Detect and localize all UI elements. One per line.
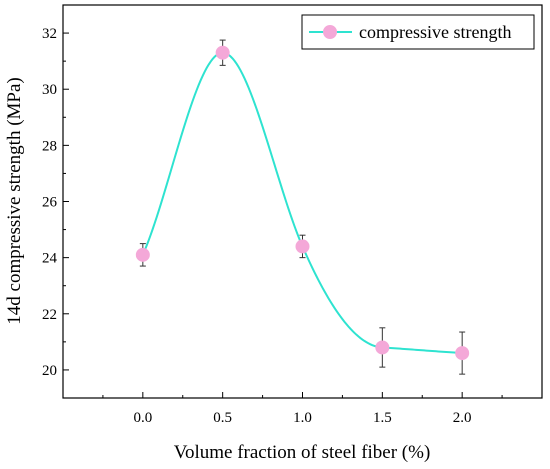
- x-tick-label: 1.5: [373, 410, 392, 426]
- data-markers: [135, 45, 470, 361]
- series-fit-curve: [141, 51, 463, 355]
- legend: compressive strength: [301, 14, 535, 50]
- x-tick-label: 0.0: [133, 410, 152, 426]
- x-tick-label: 1.0: [293, 410, 312, 426]
- x-tick-label: 0.5: [213, 410, 232, 426]
- y-tick-label: 24: [42, 251, 58, 267]
- data-point: [215, 45, 230, 60]
- y-tick-label: 22: [42, 307, 57, 323]
- y-tick-label: 28: [42, 138, 57, 154]
- x-axis-label: Volume fraction of steel fiber (%): [174, 442, 431, 463]
- error-bars: [139, 39, 466, 375]
- y-tick-label: 26: [42, 195, 58, 211]
- data-point: [295, 239, 310, 254]
- data-point: [135, 247, 150, 262]
- y-tick-label: 30: [42, 82, 57, 98]
- y-tick-label: 32: [42, 26, 57, 42]
- x-axis-ticks: 0.0 0.5 1.0 1.5 2.0: [102, 392, 503, 426]
- y-axis-label: 14d compressive strength (MPa): [4, 77, 25, 324]
- legend-label: compressive strength: [359, 22, 511, 42]
- data-point: [455, 346, 470, 361]
- x-tick-label: 2.0: [453, 410, 472, 426]
- y-axis-ticks: 20 22 24 26 28 30 32: [42, 26, 69, 399]
- data-point: [375, 340, 390, 355]
- y-tick-label: 20: [42, 363, 57, 379]
- plot-frame: [62, 4, 543, 399]
- legend-marker: [323, 25, 337, 39]
